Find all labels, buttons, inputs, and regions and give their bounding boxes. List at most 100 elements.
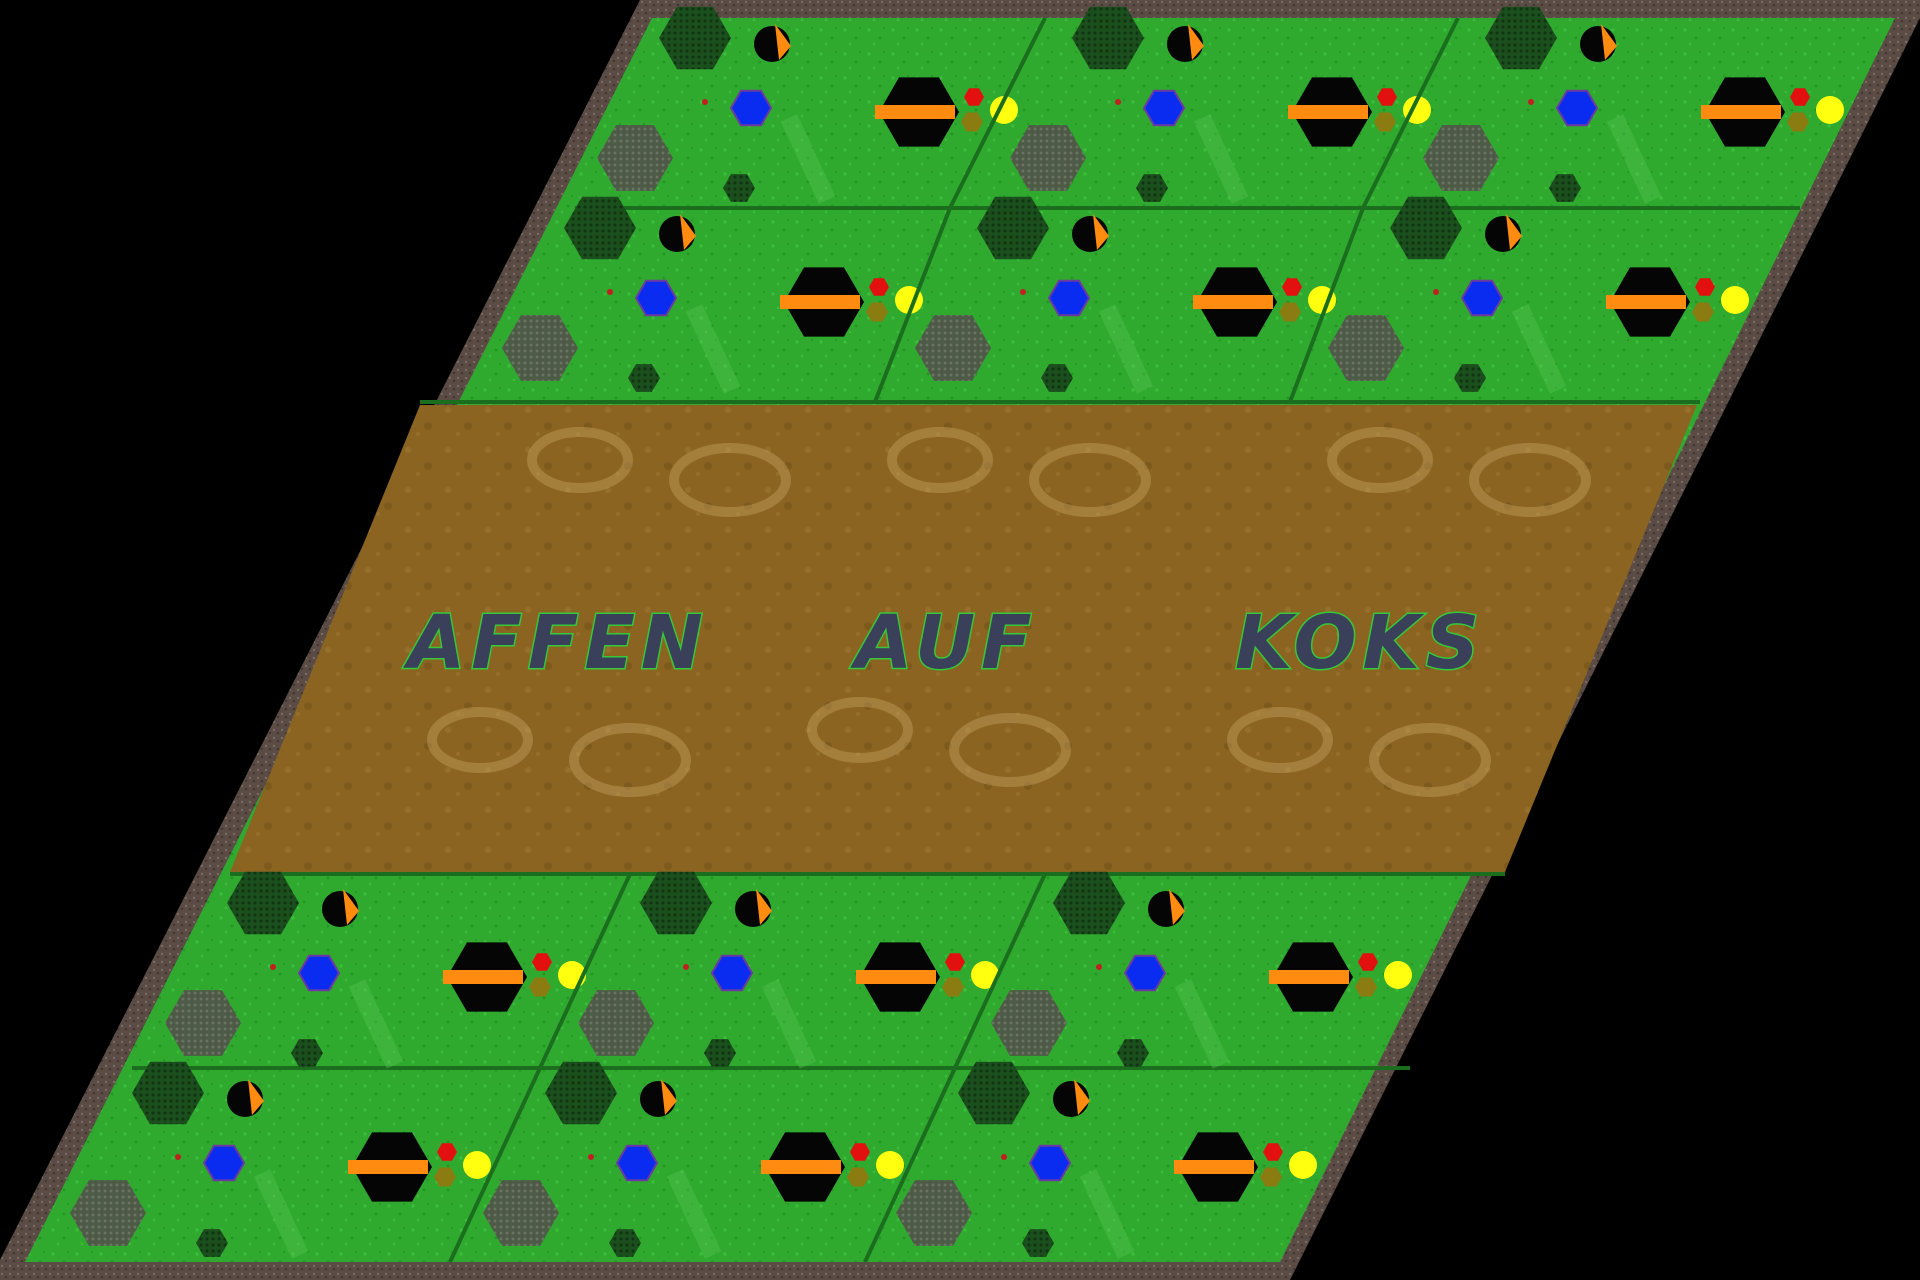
yellow-blob	[1384, 961, 1412, 989]
rock-hex	[1328, 315, 1404, 381]
orange-marker	[661, 1079, 677, 1115]
small-forest-hex	[1117, 1039, 1149, 1067]
player-bases	[70, 6, 1844, 1263]
hex-path	[1098, 304, 1154, 394]
orange-marker	[775, 24, 791, 60]
base-tile	[915, 196, 1336, 394]
hex-path	[348, 979, 404, 1069]
blue-blob	[202, 1144, 246, 1182]
base-tile	[597, 6, 1018, 204]
small-forest-hex	[704, 1039, 736, 1067]
hex-path	[1606, 114, 1662, 204]
rock-hex	[597, 125, 673, 191]
blue-blob	[615, 1144, 659, 1182]
title-word-auf: AUF	[850, 600, 1038, 686]
small-forest-hex	[1136, 174, 1168, 202]
orange-marker	[248, 1079, 264, 1115]
yellow-blob	[1289, 1151, 1317, 1179]
orange-marker	[1074, 1079, 1090, 1115]
red-hex	[1695, 278, 1715, 296]
ghost-ring	[1227, 707, 1333, 773]
orange-marker	[1601, 24, 1617, 60]
hex-path	[685, 304, 741, 394]
small-forest-hex	[1022, 1229, 1054, 1257]
red-hex	[964, 88, 984, 106]
hex-path	[1174, 979, 1230, 1069]
rock-hex	[991, 990, 1067, 1056]
cell-divider	[948, 17, 1047, 209]
gold-hex	[1355, 977, 1377, 997]
red-hex	[945, 953, 965, 971]
cell-divider	[873, 207, 952, 403]
hex-path	[1511, 304, 1567, 394]
orange-marker	[343, 889, 359, 925]
ghost-ring	[427, 707, 533, 773]
rock-hex	[915, 315, 991, 381]
yellow-blob	[1721, 286, 1749, 314]
hex-path	[761, 979, 817, 1069]
orange-marker	[756, 889, 772, 925]
orange-bar	[1701, 105, 1781, 119]
small-forest-hex	[291, 1039, 323, 1067]
small-dot	[702, 99, 708, 105]
blue-blob	[1555, 89, 1599, 127]
orange-bar	[1193, 295, 1273, 309]
base-tile	[1010, 6, 1431, 204]
ghost-ring	[949, 713, 1071, 787]
small-forest-hex	[609, 1229, 641, 1257]
ghost-ring	[669, 443, 791, 517]
cell-divider	[538, 873, 632, 1069]
red-hex	[532, 953, 552, 971]
red-hex	[850, 1143, 870, 1161]
orange-bar	[1606, 295, 1686, 309]
red-hex	[1282, 278, 1302, 296]
red-hex	[1358, 953, 1378, 971]
cell-divider	[448, 1067, 542, 1263]
orange-bar	[348, 1160, 428, 1174]
ghost-ring	[887, 427, 993, 493]
gold-hex	[529, 977, 551, 997]
hex-path	[253, 1169, 309, 1259]
cell-divider	[1361, 17, 1460, 209]
blue-blob	[729, 89, 773, 127]
small-forest-hex	[1041, 364, 1073, 392]
hex-path	[666, 1169, 722, 1259]
blue-blob	[1028, 1144, 1072, 1182]
forest-hex	[1053, 871, 1125, 935]
forest-hex	[640, 871, 712, 935]
rock-hex	[1010, 125, 1086, 191]
gold-hex	[1787, 112, 1809, 132]
orange-bar	[1174, 1160, 1254, 1174]
small-forest-hex	[1454, 364, 1486, 392]
gold-hex	[942, 977, 964, 997]
small-dot	[1096, 964, 1102, 970]
rock-hex	[70, 1180, 146, 1246]
orange-bar	[875, 105, 955, 119]
ghost-ring	[527, 427, 633, 493]
rock-hex	[1423, 125, 1499, 191]
forest-hex	[227, 871, 299, 935]
base-tile	[483, 1061, 904, 1259]
small-dot	[1433, 289, 1439, 295]
small-dot	[270, 964, 276, 970]
small-dot	[1115, 99, 1121, 105]
ghost-ring	[1469, 443, 1591, 517]
orange-marker	[1093, 214, 1109, 250]
cell-divider	[1288, 207, 1365, 403]
blue-blob	[1047, 279, 1091, 317]
forest-hex	[132, 1061, 204, 1125]
blue-blob	[634, 279, 678, 317]
band-dividers	[132, 206, 1800, 1070]
forest-hex	[1072, 6, 1144, 70]
ghost-ring	[1327, 427, 1433, 493]
red-hex	[869, 278, 889, 296]
small-dot	[1001, 1154, 1007, 1160]
gold-hex	[1692, 302, 1714, 322]
small-dot	[607, 289, 613, 295]
blue-blob	[1142, 89, 1186, 127]
arena-faded-bases	[427, 427, 1591, 797]
orange-bar	[761, 1160, 841, 1174]
base-tile	[165, 871, 586, 1069]
rock-hex	[165, 990, 241, 1056]
